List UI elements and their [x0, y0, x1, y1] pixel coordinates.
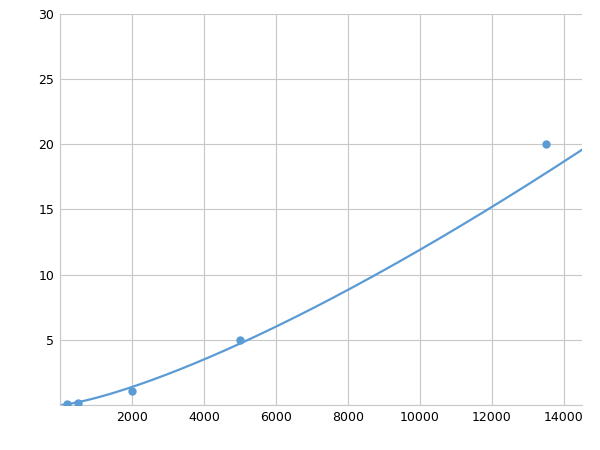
- Point: [127, 387, 137, 394]
- Point: [235, 336, 245, 343]
- Point: [62, 400, 72, 408]
- Point: [73, 399, 83, 406]
- Point: [541, 140, 551, 148]
